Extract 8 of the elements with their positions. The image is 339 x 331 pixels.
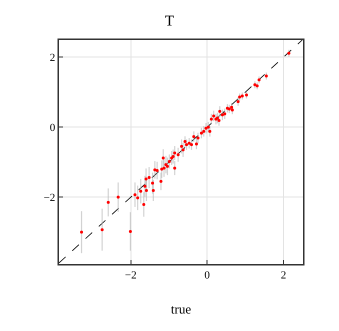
x-tick-label: 0 [204,270,210,282]
y-tick-label: 0 [50,122,56,134]
chart-title: T [164,13,174,30]
y-tick-label: −2 [44,192,56,204]
x-tick-label: 2 [280,270,286,282]
x-tick-label: −2 [124,270,137,282]
x-axis-title: true [170,302,192,316]
y-tick-label: 2 [50,52,56,64]
